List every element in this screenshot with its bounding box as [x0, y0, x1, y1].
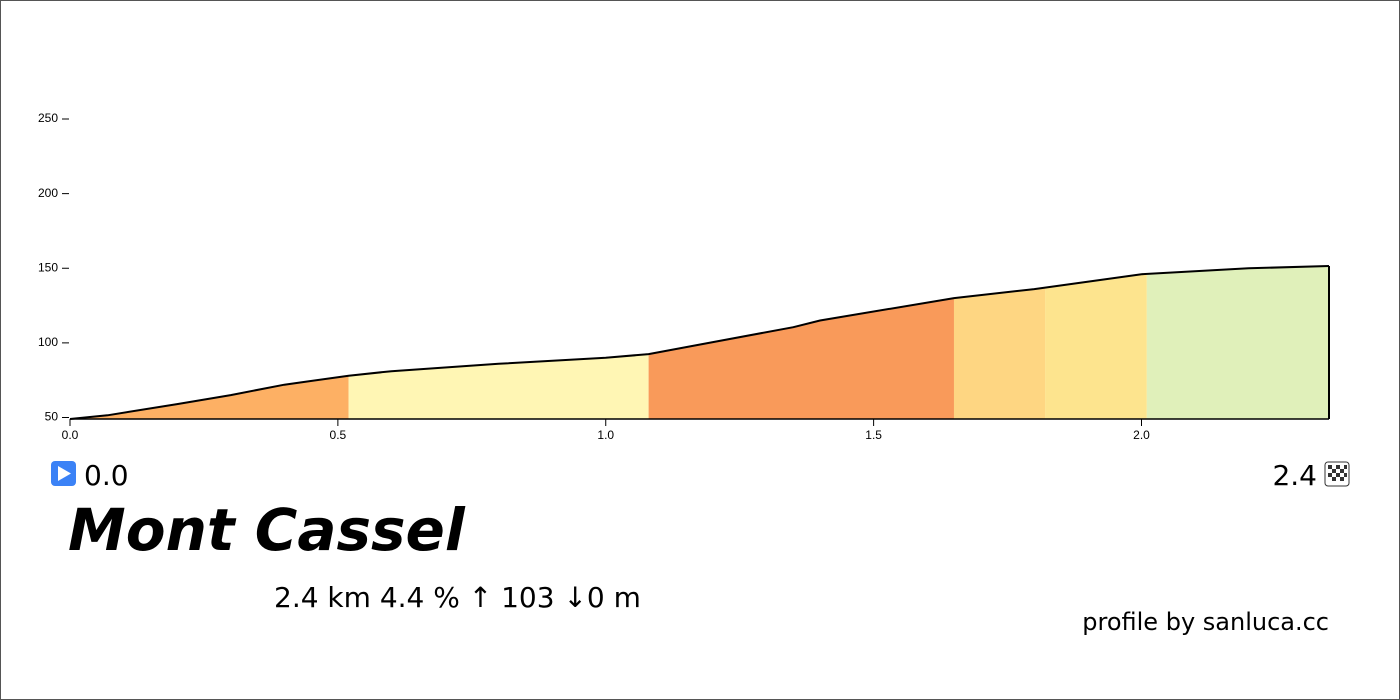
y-tick-label: 200: [38, 186, 58, 200]
start-label: 0.0: [84, 459, 129, 492]
x-tick-label: 0.0: [62, 428, 79, 442]
plot: 50 100 150 200 250 0.0 0.5 1.0 1.5 2.0: [38, 111, 1330, 442]
stats: 2.4 km 4.4 % ↑ 103 ↓0 m: [274, 581, 641, 614]
grade-segment: [1146, 266, 1329, 419]
x-tick-label: 0.5: [330, 428, 347, 442]
x-tick-label: 2.0: [1133, 428, 1150, 442]
x-tick-label: 1.0: [597, 428, 614, 442]
y-tick-label: 100: [38, 335, 58, 349]
elevation-line: [69, 265, 1330, 420]
finish-icon: [1324, 461, 1350, 487]
y-tick-label: 50: [45, 410, 59, 424]
title: Mont Cassel: [68, 496, 466, 564]
credit: profile by sanluca.cc: [1082, 608, 1329, 636]
end-label: 2.4: [1272, 459, 1317, 492]
start-icon-arrow: [58, 466, 71, 481]
grade-segment: [1045, 266, 1147, 419]
x-tick-label: 1.5: [865, 428, 882, 442]
y-tick-label: 250: [38, 111, 58, 125]
y-tick-label: 150: [38, 260, 58, 274]
